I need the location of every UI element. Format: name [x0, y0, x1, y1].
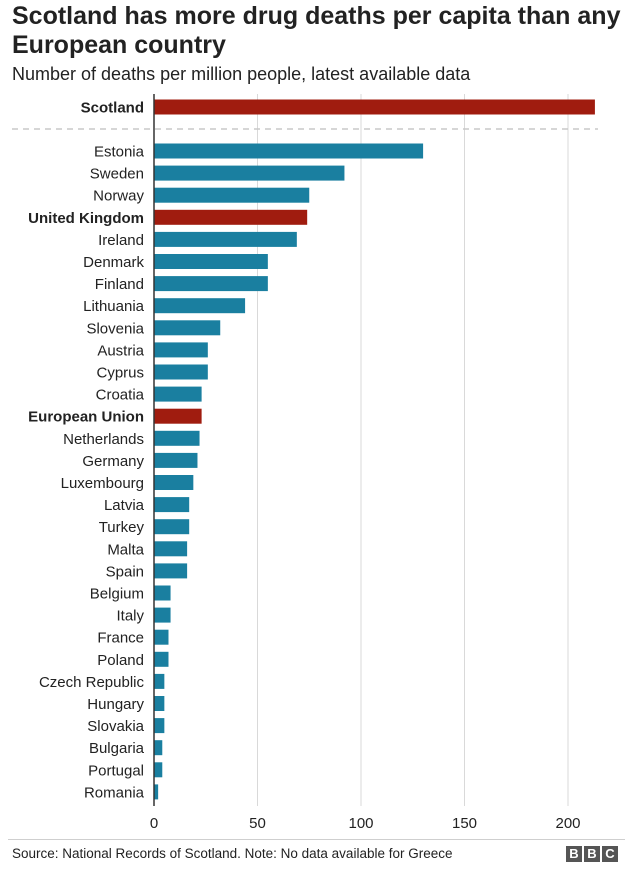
bar	[154, 187, 310, 203]
category-label: European Union	[28, 409, 144, 426]
category-label: Malta	[107, 541, 144, 558]
bar	[154, 585, 171, 601]
bar	[154, 298, 246, 314]
bar	[154, 254, 268, 269]
x-tick-label: 150	[452, 815, 477, 832]
category-label: Germany	[82, 453, 144, 470]
bbc-logo-letter: C	[602, 846, 618, 862]
category-label: Latvia	[104, 497, 145, 514]
category-label: Czech Republic	[39, 674, 145, 691]
bbc-logo: B B C	[566, 846, 618, 862]
category-label: Netherlands	[63, 431, 144, 448]
category-label: Italy	[116, 608, 144, 625]
bar	[154, 386, 202, 402]
category-label: Finland	[95, 276, 144, 293]
bar-chart: Scotland Estonia Sweden Norway United Kingdo…	[12, 94, 598, 832]
bar	[154, 673, 165, 689]
bar	[154, 541, 188, 557]
category-label: Belgium	[90, 586, 144, 603]
category-label: Spain	[106, 563, 144, 580]
category-label: Croatia	[96, 387, 145, 404]
category-label: France	[97, 630, 144, 647]
x-tick-label: 200	[555, 815, 580, 832]
bar	[154, 762, 163, 778]
footer-divider	[8, 839, 625, 840]
bbc-logo-letter: B	[566, 846, 582, 862]
bar	[154, 519, 190, 535]
bar	[154, 497, 190, 513]
bar	[154, 430, 200, 446]
bar	[154, 276, 268, 292]
bar	[154, 99, 595, 115]
category-label: Denmark	[83, 254, 144, 271]
category-label: Austria	[97, 342, 144, 359]
category-label: Cyprus	[96, 365, 144, 382]
category-label: Ireland	[98, 232, 144, 249]
bar	[154, 696, 165, 711]
category-label: Turkey	[99, 519, 145, 536]
bar	[154, 320, 221, 336]
bar	[154, 718, 165, 734]
chart-title: Scotland has more drug deaths per capita…	[12, 2, 621, 59]
x-tick-label: 0	[150, 815, 158, 832]
category-label: Hungary	[87, 696, 144, 713]
bar	[154, 651, 169, 667]
category-label: Poland	[97, 652, 144, 669]
category-label: Slovakia	[87, 718, 144, 735]
category-label: Slovenia	[86, 320, 144, 337]
bar	[154, 452, 198, 468]
source-note: Source: National Records of Scotland. No…	[12, 846, 453, 861]
category-label: Bulgaria	[89, 740, 145, 757]
x-tick-label: 50	[249, 815, 266, 832]
category-label: United Kingdom	[28, 210, 144, 227]
bar	[154, 607, 171, 623]
bar	[154, 342, 208, 358]
bar	[154, 364, 208, 380]
x-tick-label: 100	[348, 815, 373, 832]
chart-subtitle: Number of deaths per million people, lat…	[12, 64, 471, 84]
bar	[154, 629, 169, 645]
category-label: Lithuania	[83, 298, 145, 315]
category-label: Scotland	[81, 100, 144, 117]
bar	[154, 209, 308, 225]
bar	[154, 231, 297, 247]
category-label: Portugal	[88, 762, 144, 779]
bar	[154, 784, 159, 800]
bar	[154, 165, 345, 181]
bar	[154, 740, 163, 756]
bar	[154, 475, 194, 490]
category-label: Estonia	[94, 144, 145, 161]
category-label: Sweden	[90, 166, 144, 183]
category-label: Romania	[84, 784, 145, 801]
bar	[154, 563, 188, 579]
category-label: Norway	[93, 188, 144, 205]
bar	[154, 143, 424, 159]
category-label: Luxembourg	[61, 475, 144, 492]
bar	[154, 408, 202, 424]
bbc-logo-letter: B	[584, 846, 600, 862]
